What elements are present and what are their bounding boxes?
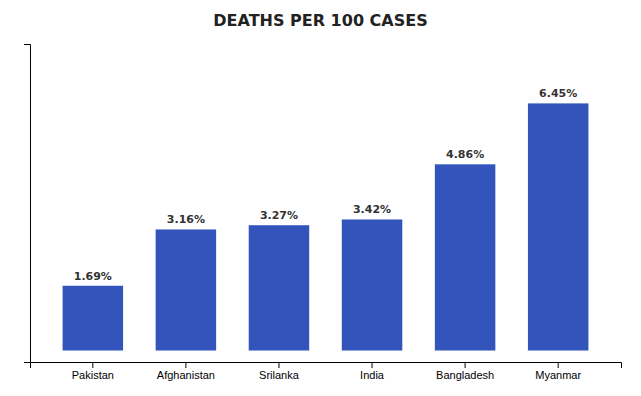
data-label: 4.86% [446,148,484,161]
bars [63,103,589,350]
x-tick: Srilanka [259,362,300,381]
x-tick-label: Pakistan [72,369,114,381]
x-tick-label: Myanmar [535,369,581,381]
x-tick: Bangladesh [436,362,494,381]
y-axis-line [24,45,31,363]
x-tick: Afghanistan [157,362,215,381]
x-tick-label: Srilanka [259,369,300,381]
y-axis [24,45,31,363]
title: DEATHS PER 100 CASES [213,11,427,30]
bar [249,225,309,350]
data-label: 3.27% [260,209,298,222]
x-tick-mark [278,362,279,368]
x-tick-mark [558,362,559,368]
plot-area: Pakistan Afghanistan Srilanka India Banglade… [24,45,622,381]
data-label: 1.69% [74,270,112,283]
bar [63,286,123,351]
x-tick-mark [465,362,466,368]
x-tick: Myanmar [535,362,581,381]
bar [528,103,588,350]
data-label: 3.42% [353,203,391,216]
x-tick-mark [185,362,186,368]
bar [435,164,495,350]
x-tick-mark [372,362,373,368]
data-label: 6.45% [539,87,577,100]
x-axis-line [31,363,622,369]
x-axis: Pakistan Afghanistan Srilanka India Banglade… [31,362,622,381]
data-label: 3.16% [167,213,205,226]
bar [342,219,402,350]
x-tick-mark [92,362,93,368]
bar [156,229,216,350]
chart: Pakistan Afghanistan Srilanka India Banglade… [0,0,641,396]
x-tick-label: India [360,369,385,381]
x-tick: India [360,362,385,381]
x-tick-label: Afghanistan [157,369,215,381]
x-tick-label: Bangladesh [436,369,494,381]
data-labels: 1.69% 3.16% 3.27% 3.42% 4.86% 6.45% [74,87,578,282]
x-tick: Pakistan [72,362,114,381]
